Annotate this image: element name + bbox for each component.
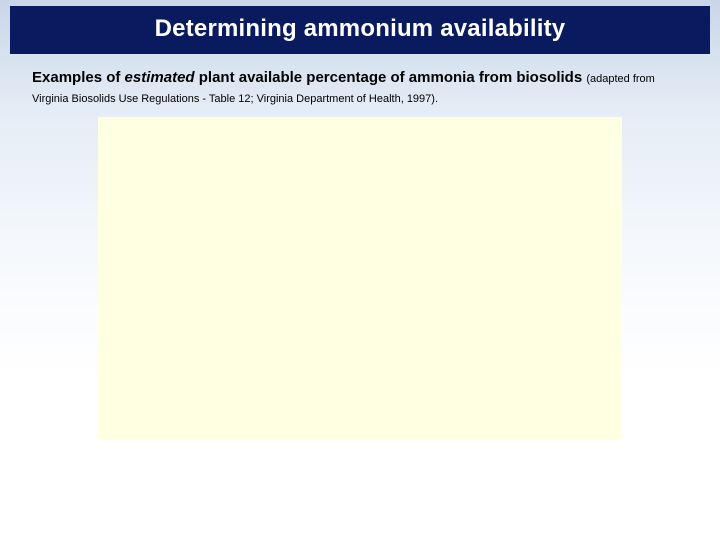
title-bar: Determining ammonium availability: [10, 6, 710, 54]
caption-lead: Examples of: [32, 69, 125, 86]
caption-mid: plant available percentage of ammonia fr…: [195, 69, 587, 86]
caption-emph: estimated: [125, 69, 195, 86]
caption-block: Examples of estimated plant available pe…: [32, 68, 688, 109]
slide-title: Determining ammonium availability: [155, 15, 566, 42]
content-placeholder: [98, 117, 622, 439]
